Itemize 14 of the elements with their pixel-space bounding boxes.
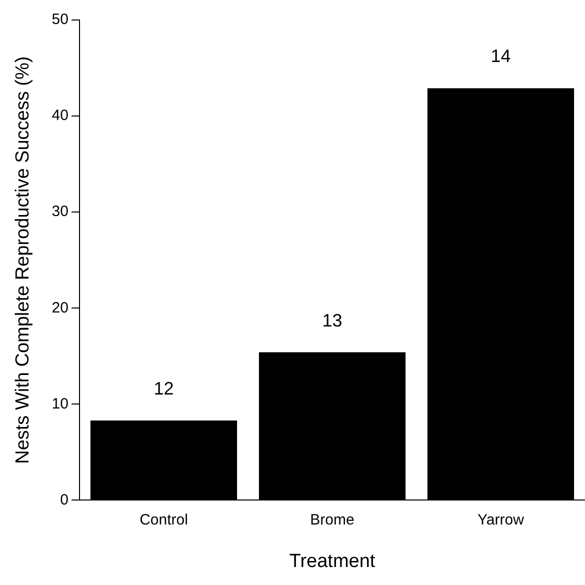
x-tick-label: Control [140, 511, 188, 528]
y-tick-label: 50 [52, 11, 68, 28]
y-axis-title: Nests With Complete Reproductive Success (%) [12, 56, 34, 464]
annotation: 12 [154, 378, 174, 398]
annotation: 14 [490, 46, 511, 66]
annotation: 13 [322, 310, 342, 330]
y-tick-label: 10 [52, 395, 68, 412]
x-tick-label: Yarrow [478, 511, 524, 528]
y-tick-label: 20 [52, 299, 68, 316]
x-tick-label: Brome [310, 511, 354, 528]
y-tick-label: 40 [52, 107, 68, 124]
y-tick-label: 30 [52, 203, 68, 220]
y-tick-label: 0 [60, 491, 68, 508]
x-axis-title: Treatment [289, 550, 376, 572]
